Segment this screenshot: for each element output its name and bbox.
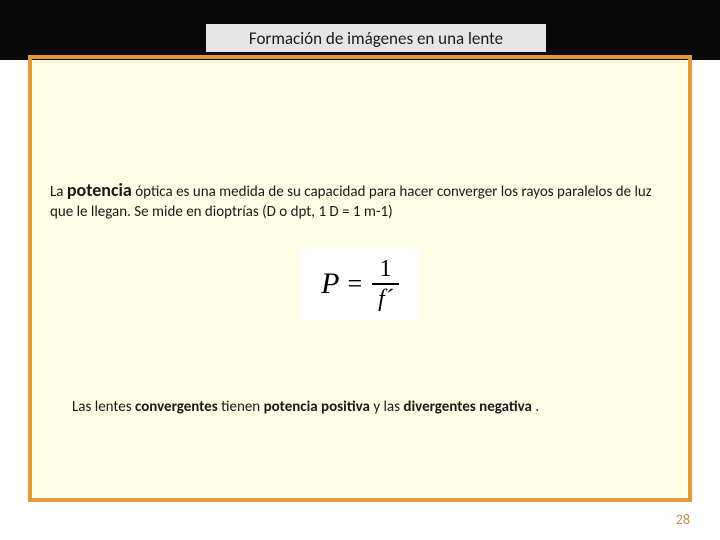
- formula-numerator: 1: [373, 257, 397, 283]
- definition-paragraph: La potencia óptica es una medida de su c…: [50, 178, 670, 223]
- para1-strong: potencia: [67, 179, 132, 201]
- p2-t1: Las lentes: [72, 398, 135, 416]
- formula-lhs: P: [321, 267, 339, 301]
- formula: P = 1 f´: [321, 257, 399, 311]
- page-number: 28: [676, 511, 690, 528]
- formula-box: P = 1 f´: [300, 248, 420, 320]
- conclusion-paragraph: Las lentes convergentes tienen potencia …: [72, 398, 660, 416]
- formula-denominator: f´: [372, 285, 399, 311]
- formula-fraction: 1 f´: [372, 257, 399, 311]
- formula-eq: =: [347, 269, 362, 299]
- para1-mid: óptica es una medida de su capacidad par…: [50, 183, 652, 221]
- para1-pre: La: [50, 183, 67, 201]
- p2-b1: convergentes: [135, 398, 218, 416]
- p2-t4: .: [535, 398, 539, 416]
- slide-title-box: Formación de imágenes en una lente: [206, 24, 546, 52]
- p2-t3: y las: [373, 398, 403, 416]
- p2-t2: tienen: [221, 398, 263, 416]
- p2-b3: divergentes negativa: [403, 398, 532, 416]
- slide-title: Formación de imágenes en una lente: [249, 28, 503, 49]
- p2-b2: potencia positiva: [264, 398, 370, 416]
